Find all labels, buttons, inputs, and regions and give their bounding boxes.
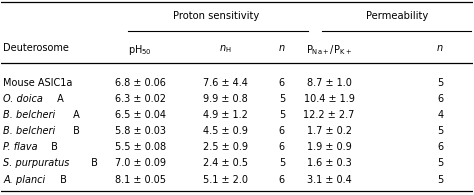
Text: 6: 6 (279, 126, 285, 136)
Text: 1.7 ± 0.2: 1.7 ± 0.2 (307, 126, 352, 136)
Text: Proton sensitivity: Proton sensitivity (173, 11, 259, 21)
Text: 9.9 ± 0.8: 9.9 ± 0.8 (203, 94, 247, 104)
Text: 6: 6 (279, 175, 285, 184)
Text: 7.6 ± 4.4: 7.6 ± 4.4 (203, 78, 247, 88)
Text: B: B (89, 159, 98, 168)
Text: Deuterosome: Deuterosome (3, 43, 69, 53)
Text: pH$_{50}$: pH$_{50}$ (128, 43, 152, 57)
Text: 6.5 ± 0.04: 6.5 ± 0.04 (115, 110, 165, 120)
Text: 5: 5 (279, 94, 285, 104)
Text: 6: 6 (279, 78, 285, 88)
Text: 12.2 ± 2.7: 12.2 ± 2.7 (303, 110, 355, 120)
Text: P$_{\rm Na+}$/P$_{\rm K+}$: P$_{\rm Na+}$/P$_{\rm K+}$ (306, 43, 352, 57)
Text: 1.6 ± 0.3: 1.6 ± 0.3 (307, 159, 352, 168)
Text: 1.9 ± 0.9: 1.9 ± 0.9 (307, 142, 352, 152)
Text: P. flava: P. flava (3, 142, 37, 152)
Text: 10.4 ± 1.9: 10.4 ± 1.9 (304, 94, 355, 104)
Text: 5.5 ± 0.08: 5.5 ± 0.08 (115, 142, 166, 152)
Text: 4.9 ± 1.2: 4.9 ± 1.2 (203, 110, 247, 120)
Text: 6: 6 (437, 142, 443, 152)
Text: A. planci: A. planci (3, 175, 46, 184)
Text: 5: 5 (437, 126, 443, 136)
Text: O. doica: O. doica (3, 94, 43, 104)
Text: Permeability: Permeability (365, 11, 428, 21)
Text: A: A (70, 110, 80, 120)
Text: 6: 6 (279, 142, 285, 152)
Text: 5: 5 (437, 159, 443, 168)
Text: 6: 6 (437, 94, 443, 104)
Text: 8.7 ± 1.0: 8.7 ± 1.0 (307, 78, 352, 88)
Text: 6.3 ± 0.02: 6.3 ± 0.02 (115, 94, 165, 104)
Text: 7.0 ± 0.09: 7.0 ± 0.09 (115, 159, 165, 168)
Text: B. belcheri: B. belcheri (3, 110, 55, 120)
Text: 5: 5 (437, 78, 443, 88)
Text: B. belcheri: B. belcheri (3, 126, 55, 136)
Text: B: B (47, 142, 57, 152)
Text: Mouse ASIC1a: Mouse ASIC1a (3, 78, 73, 88)
Text: 4: 4 (437, 110, 443, 120)
Text: 8.1 ± 0.05: 8.1 ± 0.05 (115, 175, 165, 184)
Text: 2.4 ± 0.5: 2.4 ± 0.5 (203, 159, 248, 168)
Text: A: A (55, 94, 64, 104)
Text: 5: 5 (437, 175, 443, 184)
Text: 5: 5 (279, 159, 285, 168)
Text: 5.8 ± 0.03: 5.8 ± 0.03 (115, 126, 165, 136)
Text: S. purpuratus: S. purpuratus (3, 159, 69, 168)
Text: B: B (70, 126, 80, 136)
Text: 3.1 ± 0.4: 3.1 ± 0.4 (307, 175, 352, 184)
Text: 6.8 ± 0.06: 6.8 ± 0.06 (115, 78, 165, 88)
Text: $n$: $n$ (278, 43, 286, 53)
Text: $n_{\rm H}$: $n_{\rm H}$ (219, 43, 231, 55)
Text: $n$: $n$ (437, 43, 444, 53)
Text: 5: 5 (279, 110, 285, 120)
Text: 4.5 ± 0.9: 4.5 ± 0.9 (203, 126, 247, 136)
Text: 5.1 ± 2.0: 5.1 ± 2.0 (203, 175, 248, 184)
Text: B: B (57, 175, 67, 184)
Text: 2.5 ± 0.9: 2.5 ± 0.9 (203, 142, 248, 152)
